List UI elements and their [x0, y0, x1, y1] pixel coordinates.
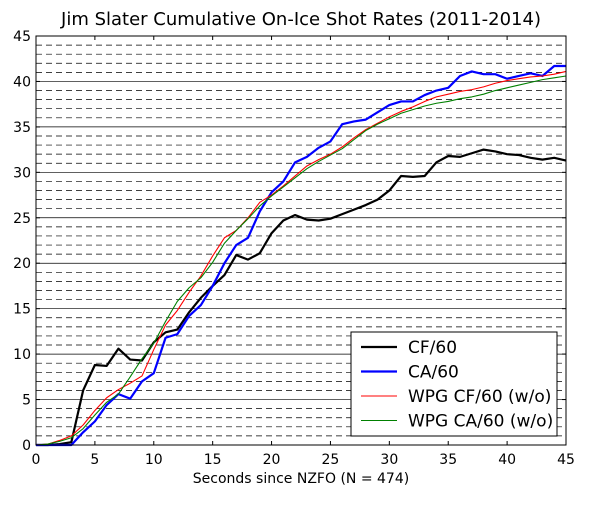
y-tick-label: 5 — [22, 393, 31, 409]
legend-label: WPG CA/60 (w/o) — [408, 412, 553, 432]
y-tick-label: 45 — [13, 29, 31, 45]
x-tick-label: 10 — [145, 452, 163, 468]
x-tick-label: 35 — [439, 452, 457, 468]
legend-label: WPG CF/60 (w/o) — [408, 387, 551, 407]
x-tick-label: 45 — [557, 452, 575, 468]
y-tick-label: 15 — [13, 302, 31, 318]
x-tick-label: 15 — [204, 452, 222, 468]
x-tick-label: 25 — [322, 452, 340, 468]
plot-frame — [35, 35, 567, 446]
data-series — [35, 64, 567, 447]
x-axis-label: Seconds since NZFO (N = 474) — [193, 471, 409, 487]
y-tick-label: 30 — [13, 165, 31, 181]
legend-label: CF/60 — [408, 338, 457, 358]
y-tick-label: 10 — [13, 347, 31, 363]
legend: CF/60 CA/60 WPG CF/60 (w/o) WPG CA/60 (w/o) — [350, 331, 558, 437]
x-tick-label: 5 — [90, 452, 99, 468]
axis-ticks: 0 5 10 15 20 25 30 35 40 45 0 5 10 15 20 25 30 35 40 45 — [13, 29, 575, 468]
y-tick-label: 0 — [22, 438, 31, 454]
series-line-cf-60 — [36, 148, 567, 447]
y-tick-label: 35 — [13, 120, 31, 136]
series-line-ca-60 — [36, 64, 566, 447]
chart-title: Jim Slater Cumulative On-Ice Shot Rates … — [60, 9, 541, 30]
x-tick-label: 20 — [263, 452, 281, 468]
legend-label: CA/60 — [408, 363, 459, 383]
x-tick-label: 0 — [32, 452, 41, 468]
legend-box — [350, 331, 558, 437]
y-tick-label: 40 — [13, 74, 31, 90]
series-line-wpg-ca-60-w-o — [35, 75, 567, 446]
y-tick-label: 25 — [13, 211, 31, 227]
y-tick-label: 20 — [13, 256, 31, 272]
x-tick-label: 30 — [380, 452, 398, 468]
x-tick-label: 40 — [498, 452, 516, 468]
